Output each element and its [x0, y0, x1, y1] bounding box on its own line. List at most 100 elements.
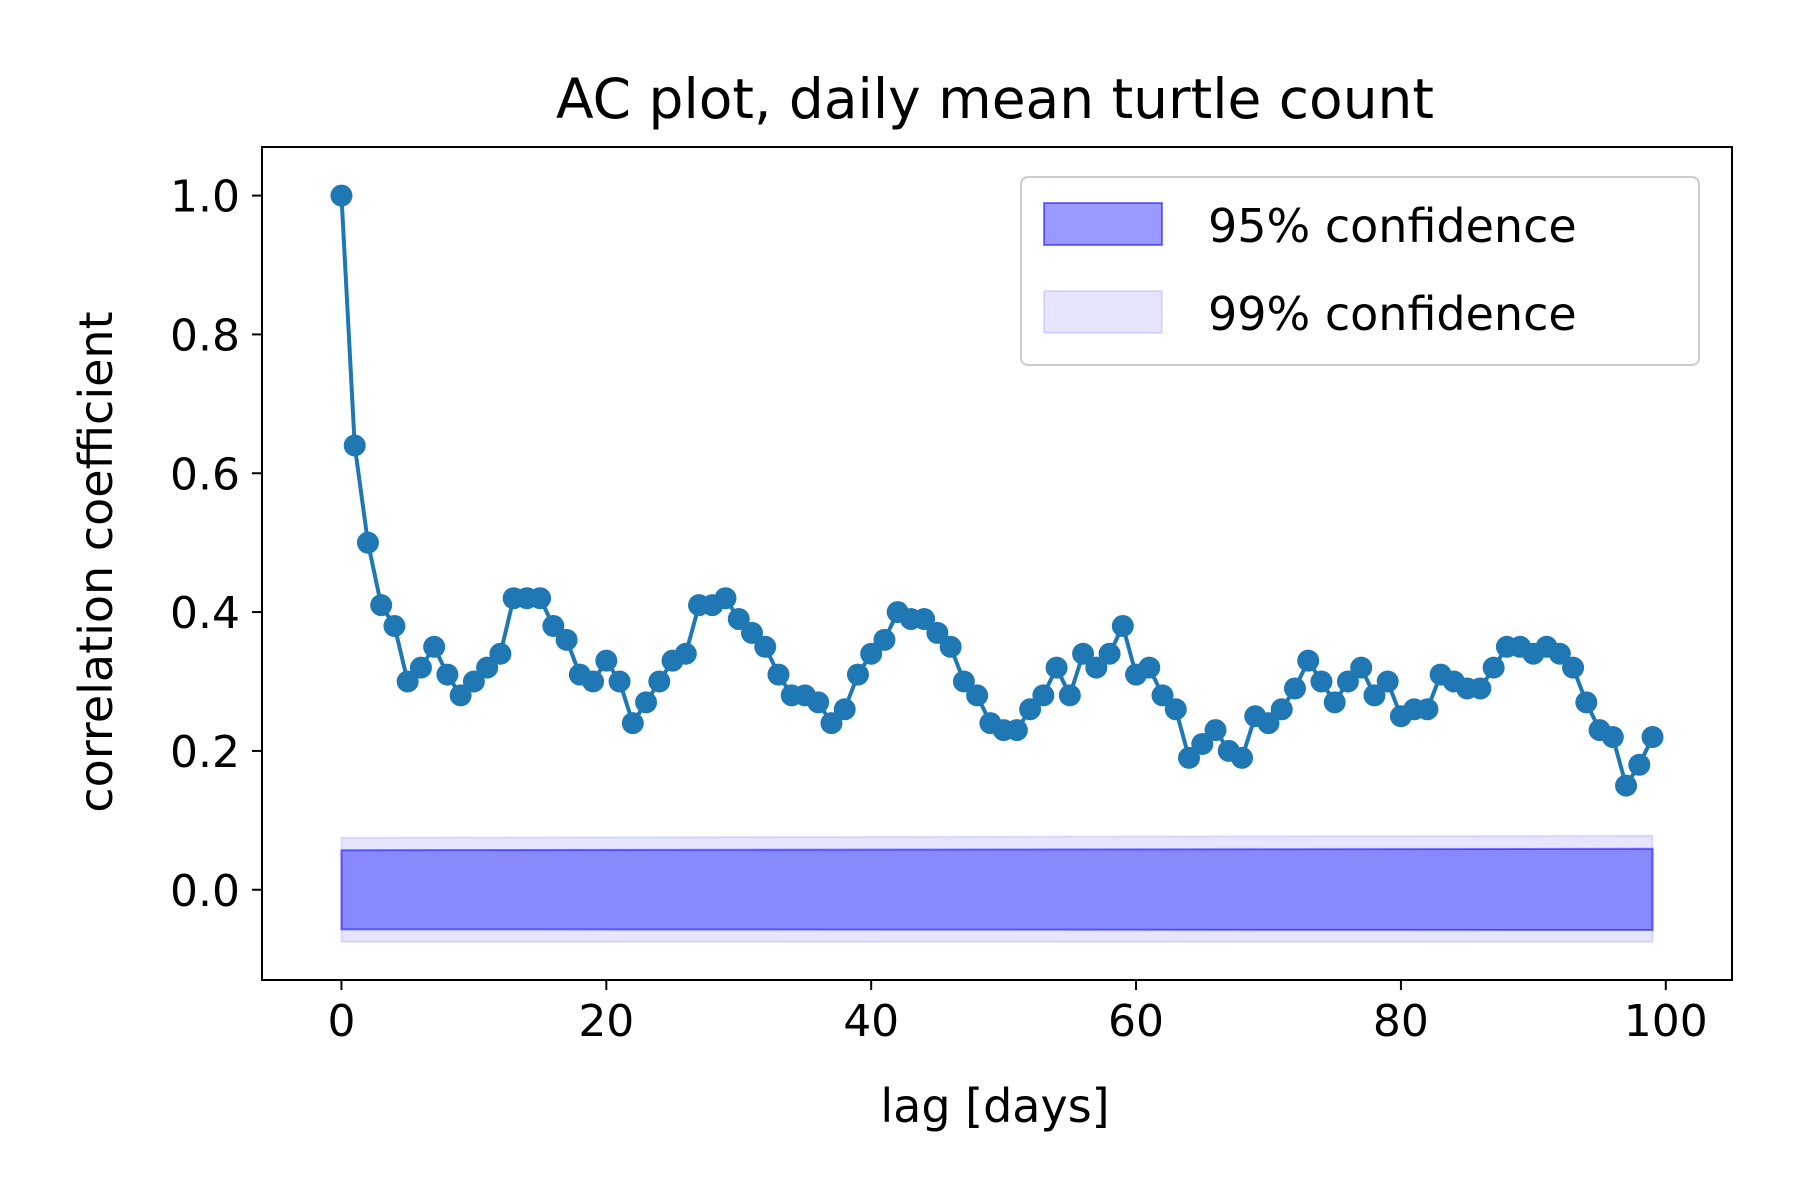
data-point — [330, 184, 353, 207]
data-point — [860, 642, 883, 665]
data-point — [1204, 719, 1227, 742]
data-point — [582, 670, 605, 693]
data-point — [807, 691, 830, 714]
data-point — [462, 670, 485, 693]
data-point — [1310, 670, 1333, 693]
data-point — [1336, 670, 1359, 693]
data-point — [939, 635, 962, 658]
data-point — [635, 691, 658, 714]
data-point — [489, 642, 512, 665]
data-point — [1164, 698, 1187, 721]
data-point — [1469, 677, 1492, 700]
plot-frame — [261, 146, 1733, 981]
data-point — [608, 670, 631, 693]
y-axis-label: correlation coefficient — [69, 311, 123, 812]
legend-swatch-99 — [1043, 290, 1163, 334]
data-point — [396, 670, 419, 693]
data-point — [1416, 698, 1439, 721]
y-tick-label: 0.4 — [170, 588, 240, 639]
series-layer — [330, 184, 1664, 797]
data-point — [1376, 670, 1399, 693]
data-point — [1151, 684, 1174, 707]
data-point — [873, 628, 896, 651]
data-point — [754, 635, 777, 658]
y-tick-label: 0.6 — [170, 449, 240, 500]
data-point — [1297, 649, 1320, 672]
data-point — [409, 656, 432, 679]
data-point — [926, 621, 949, 644]
x-tick-label: 60 — [1108, 996, 1164, 1047]
x-tick-label: 20 — [578, 996, 634, 1047]
legend-box — [1020, 176, 1700, 366]
data-point — [1350, 656, 1373, 679]
x-tick-label: 40 — [843, 996, 899, 1047]
data-point — [1257, 712, 1280, 735]
y-tick-label: 1.0 — [170, 172, 240, 223]
x-tick-label: 100 — [1624, 996, 1708, 1047]
data-point — [1270, 698, 1293, 721]
legend-label-95: 95% confidence — [1208, 199, 1577, 253]
data-point — [1601, 726, 1624, 749]
data-point — [1482, 656, 1505, 679]
data-point — [913, 608, 936, 631]
data-point — [595, 649, 618, 672]
data-point — [1191, 732, 1214, 755]
data-point — [542, 614, 565, 637]
data-point — [356, 531, 379, 554]
legend-swatch-95 — [1043, 202, 1163, 246]
data-point — [1575, 691, 1598, 714]
data-point — [833, 698, 856, 721]
data-point — [1032, 684, 1055, 707]
data-point — [1178, 746, 1201, 769]
chart-title: AC plot, daily mean turtle count — [556, 67, 1434, 131]
data-point — [952, 670, 975, 693]
data-point — [741, 621, 763, 644]
data-point — [1283, 677, 1306, 700]
data-point — [1098, 642, 1121, 665]
data-point — [1363, 684, 1386, 707]
data-point — [1628, 753, 1651, 776]
data-point — [1005, 719, 1028, 742]
data-point — [1111, 614, 1134, 637]
data-point — [1019, 698, 1042, 721]
y-tick-label: 0.8 — [170, 310, 240, 361]
legend: 95% confidence 99% confidence — [1020, 176, 1700, 366]
data-point — [1085, 656, 1108, 679]
data-point — [674, 642, 697, 665]
data-point — [555, 628, 578, 651]
data-point — [449, 684, 472, 707]
y-tick-label: 0.2 — [170, 727, 240, 778]
data-point — [1231, 746, 1253, 769]
data-point — [423, 635, 446, 658]
data-point — [1072, 642, 1095, 665]
data-point — [727, 608, 750, 631]
data-point — [370, 594, 393, 617]
x-tick-label: 0 — [327, 996, 355, 1047]
data-point — [529, 587, 552, 610]
legend-label-99: 99% confidence — [1208, 287, 1577, 341]
plot-area — [261, 146, 1733, 981]
y-axis: 0.0 0.2 0.4 0.6 0.8 1.0 — [170, 172, 262, 917]
data-point — [343, 434, 366, 457]
x-tick-label: 80 — [1373, 996, 1429, 1047]
x-axis-label: lag [days] — [880, 1079, 1109, 1133]
data-point — [648, 670, 671, 693]
data-point — [714, 587, 737, 610]
confidence-bands — [340, 834, 1654, 943]
data-point — [966, 684, 989, 707]
data-point — [621, 712, 644, 735]
data-point — [1045, 656, 1068, 679]
data-point — [383, 614, 406, 637]
data-point — [767, 663, 790, 686]
data-point — [436, 663, 459, 686]
data-point — [1615, 774, 1638, 797]
data-point — [1548, 642, 1571, 665]
data-point — [1641, 726, 1664, 749]
data-point — [820, 712, 843, 735]
data-point — [476, 656, 499, 679]
x-axis: 0 20 40 60 80 100 — [327, 980, 1708, 1047]
data-point — [846, 663, 869, 686]
confidence-band-95 — [340, 847, 1654, 932]
data-point — [1058, 684, 1081, 707]
